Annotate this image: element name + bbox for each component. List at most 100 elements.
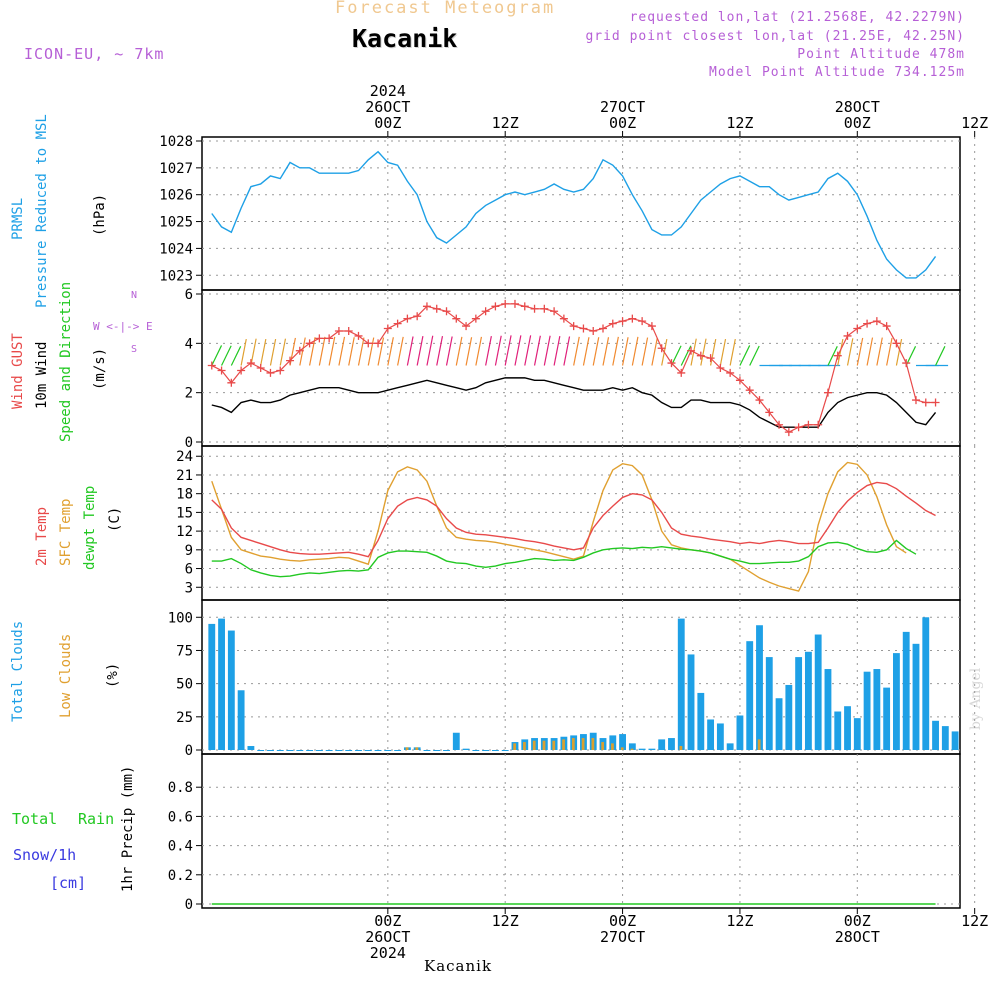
wind-arrow-48 <box>680 345 692 366</box>
temp-ytick-label-4: 15 <box>176 505 193 521</box>
wind-arrow-32 <box>524 335 532 366</box>
gust-marker-58 <box>775 420 784 429</box>
precip-ytick-label-2: 0.4 <box>168 839 193 855</box>
gust-marker-49 <box>687 346 696 355</box>
clouds-ytick-label-0: 0 <box>185 743 193 759</box>
temp-sfc-line <box>211 461 907 592</box>
pressure-ytick-label-3: 1026 <box>159 188 193 204</box>
gust-marker-9 <box>295 346 304 355</box>
gust-marker-63 <box>823 388 832 397</box>
gust-marker-20 <box>403 314 412 323</box>
total-cloud-bar-70 <box>893 653 900 750</box>
low-cloud-bar-38 <box>581 738 585 750</box>
wind-arrow-35 <box>553 335 561 366</box>
total-cloud-bar-8 <box>286 750 294 751</box>
total-cloud-bar-57 <box>765 657 773 750</box>
gust-marker-65 <box>843 331 852 340</box>
total-cloud-bar-54 <box>736 715 744 750</box>
gust-marker-43 <box>628 314 637 323</box>
total-cloud-bar-44 <box>638 748 646 750</box>
wind-arrow-50 <box>700 338 707 366</box>
gust-marker-54 <box>735 376 744 385</box>
wind-arrow-53 <box>729 338 736 366</box>
wind-arrow-30 <box>504 335 512 366</box>
forecast-title: Forecast Meteogram <box>335 0 556 18</box>
compass-n: N <box>131 290 138 301</box>
gust-marker-72 <box>911 396 920 405</box>
top-time-label-line: 2024 <box>369 82 406 100</box>
point-altitude: Point Altitude 478m <box>797 47 965 62</box>
gust-marker-7 <box>276 366 285 375</box>
wind-arrow-1 <box>221 345 232 366</box>
total-cloud-bar-66 <box>853 718 861 750</box>
total-cloud-bar-72 <box>912 643 920 750</box>
total-cloud-bar-48 <box>677 618 685 750</box>
total-cloud-bar-60 <box>795 657 803 750</box>
gust-marker-55 <box>745 386 754 395</box>
wind-arrow-44 <box>641 337 649 366</box>
wind-arrow-12 <box>328 336 336 366</box>
bottom-time-label-line: 27OCT <box>599 928 646 946</box>
requested-coords: requested lon,lat (21.2568E, 42.2279N) <box>629 10 965 25</box>
gust-marker-64 <box>833 351 842 360</box>
gust-marker-18 <box>383 324 392 333</box>
wind-arrow-23 <box>436 335 444 366</box>
low-cloud-bar-40 <box>601 742 605 750</box>
wind-arrow-8 <box>289 337 296 366</box>
pressure-ytick-label-0: 1023 <box>159 268 193 284</box>
top-time-label-line: 26OCT <box>365 98 411 116</box>
total-cloud-bar-15 <box>355 750 362 751</box>
total-cloud-bar-17 <box>374 750 382 751</box>
gust-marker-16 <box>364 339 373 348</box>
wind-arrow-52 <box>719 338 727 366</box>
gust-marker-12 <box>325 334 334 343</box>
gust-marker-3 <box>237 366 246 375</box>
wind-arrow-31 <box>514 335 522 366</box>
wind-arrow-2 <box>230 346 242 366</box>
gust-marker-41 <box>608 319 617 328</box>
top-time-label-4: 28OCT 00Z <box>817 99 897 131</box>
gust-marker-21 <box>413 312 422 321</box>
total-cloud-bar-43 <box>628 743 636 750</box>
low-cloud-bar-43 <box>630 748 634 750</box>
precip-ytick-label-3: 0.6 <box>168 809 193 825</box>
gust-marker-22 <box>422 302 431 311</box>
total-cloud-bar-29 <box>491 750 499 751</box>
wind-arrow-40 <box>602 337 610 366</box>
gust-marker-17 <box>374 339 383 348</box>
bottom-time-label-line: 2024 <box>369 944 406 962</box>
pressure-ytick-label-4: 1027 <box>159 161 193 177</box>
wind-arrow-54 <box>739 345 751 366</box>
gust-marker-42 <box>618 317 627 326</box>
top-time-label-5: 12Z <box>935 115 1000 131</box>
total-cloud-bar-45 <box>648 748 656 750</box>
wind-arrow-70 <box>895 338 903 366</box>
total-cloud-bar-55 <box>746 641 754 750</box>
total-cloud-bar-64 <box>834 711 842 750</box>
grid-point-coords: grid point closest lon,lat (21.25E, 42.2… <box>585 29 965 44</box>
low-cloud-bar-39 <box>591 738 595 750</box>
gust-marker-36 <box>559 314 568 323</box>
gust-marker-46 <box>657 344 666 353</box>
total-cloud-bar-56 <box>756 625 763 750</box>
total-cloud-bar-75 <box>941 726 949 750</box>
top-time-label-line: 00Z <box>609 114 637 132</box>
gust-marker-0 <box>207 361 216 370</box>
gust-marker-32 <box>520 302 529 311</box>
bottom-time-label-line: 00Z <box>374 912 402 930</box>
low-cloud-bar-37 <box>571 738 575 750</box>
wind-arrow-26 <box>465 337 473 366</box>
top-time-label-line: 27OCT <box>599 98 646 116</box>
gust-marker-44 <box>638 317 647 326</box>
wind-arrow-13 <box>338 336 346 366</box>
gust-marker-57 <box>765 408 774 417</box>
panel-frame-4 <box>201 753 961 909</box>
compass-s: S <box>131 344 138 355</box>
total-cloud-bar-9 <box>296 750 304 751</box>
total-cloud-bar-25 <box>452 732 460 750</box>
wind-arrow-28 <box>485 335 492 366</box>
gust-marker-19 <box>393 319 402 328</box>
top-time-label-line: 12Z <box>961 114 989 132</box>
temp-dew-line <box>211 539 917 578</box>
